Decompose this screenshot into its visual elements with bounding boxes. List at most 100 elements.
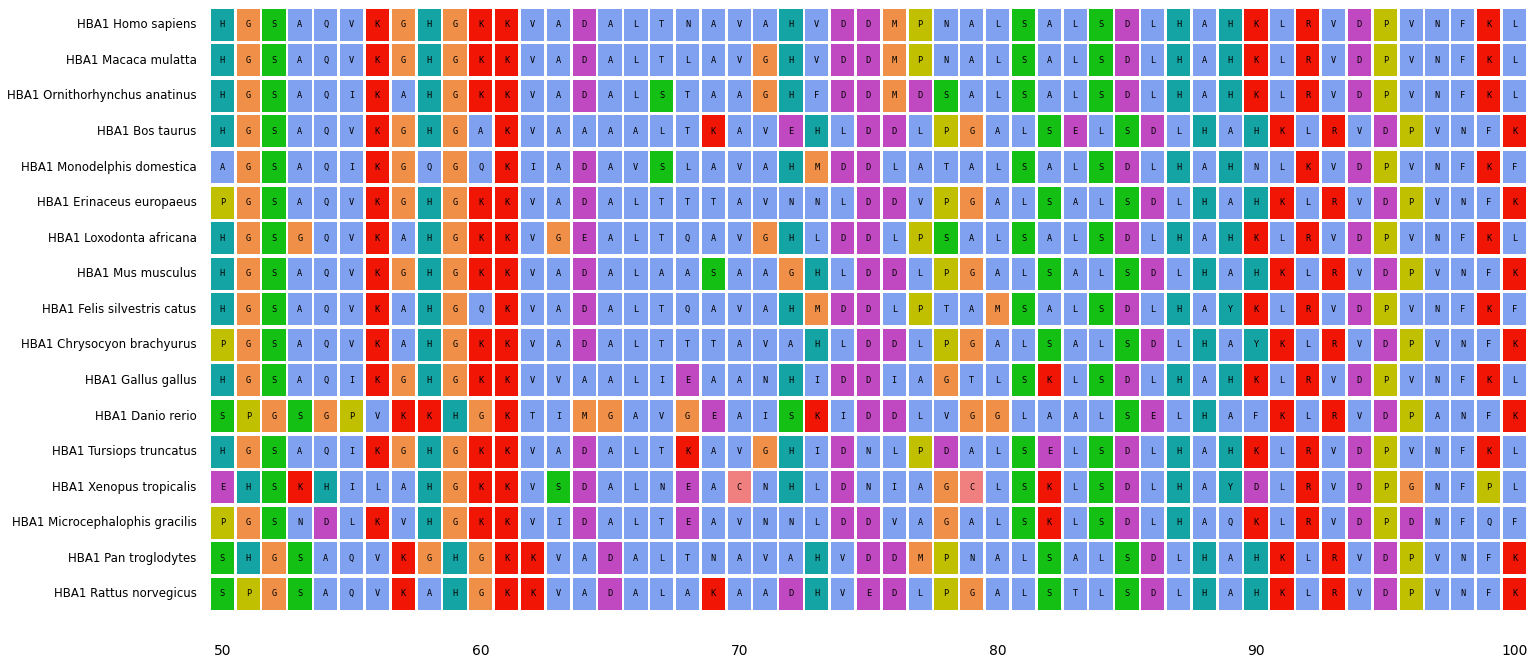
- FancyBboxPatch shape: [1399, 44, 1422, 77]
- Text: 80: 80: [989, 644, 1006, 658]
- Text: L: L: [1511, 234, 1518, 243]
- Text: F: F: [1485, 411, 1491, 421]
- Text: L: L: [1511, 482, 1518, 492]
- Text: V: V: [1356, 269, 1362, 278]
- Text: L: L: [840, 341, 845, 349]
- Text: A: A: [969, 56, 974, 65]
- Text: A: A: [1046, 56, 1052, 65]
- Text: T: T: [659, 341, 665, 349]
- FancyBboxPatch shape: [315, 151, 338, 183]
- FancyBboxPatch shape: [1063, 329, 1087, 361]
- FancyBboxPatch shape: [857, 151, 880, 183]
- FancyBboxPatch shape: [339, 44, 362, 77]
- FancyBboxPatch shape: [392, 329, 415, 361]
- FancyBboxPatch shape: [702, 435, 725, 468]
- FancyBboxPatch shape: [315, 542, 338, 575]
- FancyBboxPatch shape: [1502, 400, 1527, 432]
- FancyBboxPatch shape: [1167, 258, 1190, 290]
- FancyBboxPatch shape: [1167, 471, 1190, 503]
- Text: V: V: [659, 411, 665, 421]
- Text: T: T: [943, 163, 949, 171]
- Text: D: D: [1124, 518, 1129, 528]
- Text: A: A: [1046, 163, 1052, 171]
- Text: L: L: [1177, 554, 1181, 563]
- FancyBboxPatch shape: [1115, 44, 1138, 77]
- FancyBboxPatch shape: [754, 187, 777, 218]
- Text: K: K: [504, 234, 510, 243]
- Text: V: V: [530, 376, 535, 385]
- Text: A: A: [607, 482, 613, 492]
- FancyBboxPatch shape: [676, 187, 699, 218]
- Text: A: A: [401, 91, 406, 100]
- FancyBboxPatch shape: [986, 507, 1009, 539]
- Text: D: D: [866, 305, 871, 314]
- Text: G: G: [943, 376, 949, 385]
- Text: A: A: [969, 163, 974, 171]
- FancyBboxPatch shape: [1296, 578, 1319, 610]
- Text: H: H: [1253, 127, 1258, 136]
- Text: K: K: [1485, 56, 1491, 65]
- FancyBboxPatch shape: [1089, 293, 1112, 325]
- Text: H: H: [427, 198, 432, 207]
- FancyBboxPatch shape: [1452, 80, 1475, 112]
- FancyBboxPatch shape: [908, 116, 932, 147]
- FancyBboxPatch shape: [1296, 542, 1319, 575]
- Text: D: D: [1409, 518, 1413, 528]
- FancyBboxPatch shape: [392, 80, 415, 112]
- FancyBboxPatch shape: [547, 293, 570, 325]
- FancyBboxPatch shape: [624, 507, 648, 539]
- Text: L: L: [1021, 589, 1026, 598]
- FancyBboxPatch shape: [1347, 187, 1372, 218]
- Text: S: S: [1098, 163, 1104, 171]
- Text: K: K: [1253, 91, 1258, 100]
- Text: L: L: [1098, 341, 1104, 349]
- Text: T: T: [711, 341, 716, 349]
- FancyBboxPatch shape: [210, 116, 233, 147]
- Text: N: N: [814, 198, 819, 207]
- FancyBboxPatch shape: [702, 44, 725, 77]
- Text: G: G: [401, 269, 406, 278]
- FancyBboxPatch shape: [1141, 435, 1164, 468]
- Text: HBA1 Chrysocyon brachyurus: HBA1 Chrysocyon brachyurus: [22, 339, 197, 351]
- Text: G: G: [453, 20, 458, 29]
- FancyBboxPatch shape: [468, 578, 493, 610]
- Text: S: S: [1046, 269, 1052, 278]
- Text: V: V: [814, 56, 819, 65]
- Text: V: V: [737, 305, 742, 314]
- FancyBboxPatch shape: [263, 116, 286, 147]
- Text: V: V: [530, 269, 535, 278]
- FancyBboxPatch shape: [315, 329, 338, 361]
- FancyBboxPatch shape: [650, 471, 673, 503]
- Text: L: L: [659, 589, 665, 598]
- Text: D: D: [1382, 554, 1389, 563]
- Text: K: K: [1253, 447, 1258, 456]
- Text: G: G: [401, 20, 406, 29]
- FancyBboxPatch shape: [805, 507, 828, 539]
- FancyBboxPatch shape: [960, 507, 983, 539]
- Text: Q: Q: [323, 56, 329, 65]
- Text: R: R: [1306, 376, 1310, 385]
- Text: S: S: [1098, 234, 1104, 243]
- FancyBboxPatch shape: [521, 9, 544, 41]
- FancyBboxPatch shape: [1347, 44, 1372, 77]
- Text: H: H: [1227, 447, 1233, 456]
- FancyBboxPatch shape: [547, 222, 570, 254]
- FancyBboxPatch shape: [676, 116, 699, 147]
- Text: G: G: [401, 376, 406, 385]
- FancyBboxPatch shape: [573, 222, 596, 254]
- FancyBboxPatch shape: [599, 222, 622, 254]
- FancyBboxPatch shape: [986, 9, 1009, 41]
- FancyBboxPatch shape: [1296, 329, 1319, 361]
- Text: S: S: [1021, 447, 1026, 456]
- Text: P: P: [1409, 589, 1413, 598]
- Text: L: L: [917, 341, 923, 349]
- Text: D: D: [1382, 269, 1389, 278]
- FancyBboxPatch shape: [624, 44, 648, 77]
- FancyBboxPatch shape: [289, 116, 312, 147]
- Text: F: F: [1461, 376, 1465, 385]
- FancyBboxPatch shape: [521, 293, 544, 325]
- Text: K: K: [1306, 163, 1310, 171]
- Text: P: P: [1382, 447, 1389, 456]
- FancyBboxPatch shape: [1244, 44, 1267, 77]
- FancyBboxPatch shape: [960, 542, 983, 575]
